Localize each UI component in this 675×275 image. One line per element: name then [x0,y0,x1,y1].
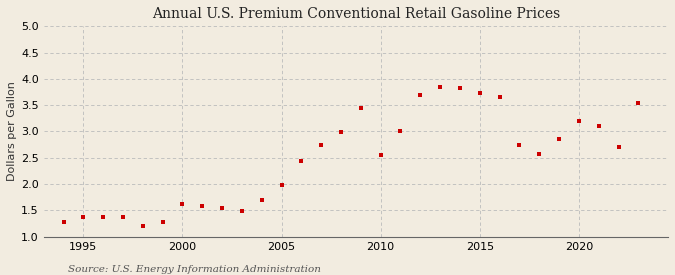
Point [236,209,247,213]
Point [256,198,267,203]
Y-axis label: Dollars per Gallon: Dollars per Gallon [7,82,17,182]
Point [78,214,88,219]
Point [613,145,624,149]
Point [197,204,208,208]
Point [554,137,564,141]
Point [574,119,585,123]
Point [514,142,524,147]
Point [475,90,485,95]
Point [296,159,306,164]
Point [58,220,69,225]
Point [117,215,128,219]
Point [454,86,465,90]
Title: Annual U.S. Premium Conventional Retail Gasoline Prices: Annual U.S. Premium Conventional Retail … [152,7,560,21]
Point [157,220,168,224]
Point [435,85,446,89]
Text: Source: U.S. Energy Information Administration: Source: U.S. Energy Information Administ… [68,265,321,274]
Point [98,214,109,219]
Point [335,130,346,134]
Point [593,124,604,128]
Point [276,182,287,187]
Point [356,106,367,110]
Point [177,202,188,206]
Point [494,95,505,100]
Point [316,142,327,147]
Point [395,129,406,134]
Point [415,92,426,97]
Point [217,206,227,210]
Point [633,100,644,105]
Point [375,153,386,157]
Point [138,224,148,228]
Point [534,152,545,156]
